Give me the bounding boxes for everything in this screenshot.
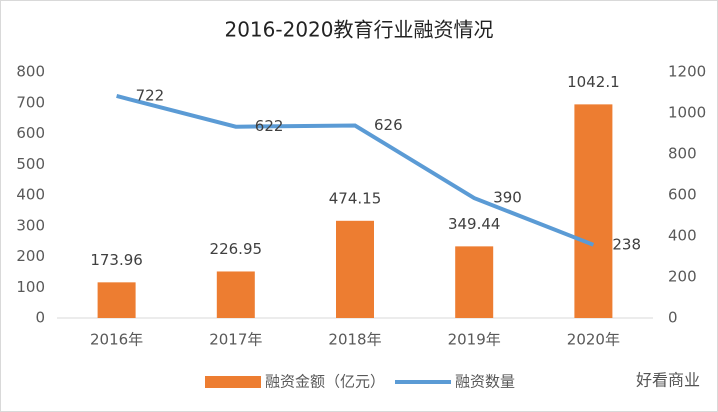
y-tick-label: 800: [16, 63, 45, 81]
y2-tick-label: 200: [668, 268, 697, 286]
value-label: 722: [136, 86, 165, 104]
bar: [455, 246, 494, 318]
y2-tick-label: 1200: [668, 63, 706, 81]
value-label: 349.44: [448, 215, 501, 233]
value-label: 173.96: [90, 251, 143, 269]
y-tick-label: 600: [16, 124, 45, 142]
y-tick-label: 200: [16, 247, 45, 265]
bar: [97, 282, 136, 318]
y-tick-label: 100: [16, 278, 45, 296]
value-label: 622: [255, 117, 284, 135]
y2-tick-label: 1000: [668, 104, 706, 122]
value-label: 1042.1: [567, 73, 620, 91]
chart-title: 2016-2020教育行业融资情况: [224, 18, 493, 42]
value-label: 390: [493, 189, 522, 207]
x-tick-label: 2016年: [90, 331, 143, 349]
y2-tick-label: 0: [668, 309, 678, 327]
bar: [336, 220, 374, 318]
watermark: 好看商业: [636, 371, 700, 390]
legend-swatch: [205, 376, 261, 388]
value-label: 626: [374, 116, 403, 134]
legend-label: 融资金额（亿元）: [265, 373, 385, 391]
y2-tick-label: 400: [668, 227, 697, 245]
value-label: 474.15: [329, 189, 382, 207]
line: [116, 94, 595, 247]
y-tick-label: 500: [16, 155, 45, 173]
bar: [216, 271, 255, 318]
value-label: 226.95: [210, 240, 263, 258]
x-tick-label: 2020年: [567, 331, 620, 349]
x-tick-label: 2019年: [448, 331, 501, 349]
x-tick-label: 2018年: [328, 331, 381, 349]
y-tick-label: 0: [35, 309, 45, 327]
legend-label: 融资数量: [455, 373, 515, 391]
y-tick-label: 400: [16, 186, 45, 204]
y2-tick-label: 600: [668, 186, 697, 204]
value-label: 238: [612, 235, 641, 253]
y-tick-label: 300: [16, 216, 45, 234]
y-tick-label: 700: [16, 93, 45, 111]
y2-tick-label: 800: [668, 145, 697, 163]
bar: [574, 104, 613, 318]
x-tick-label: 2017年: [209, 331, 262, 349]
